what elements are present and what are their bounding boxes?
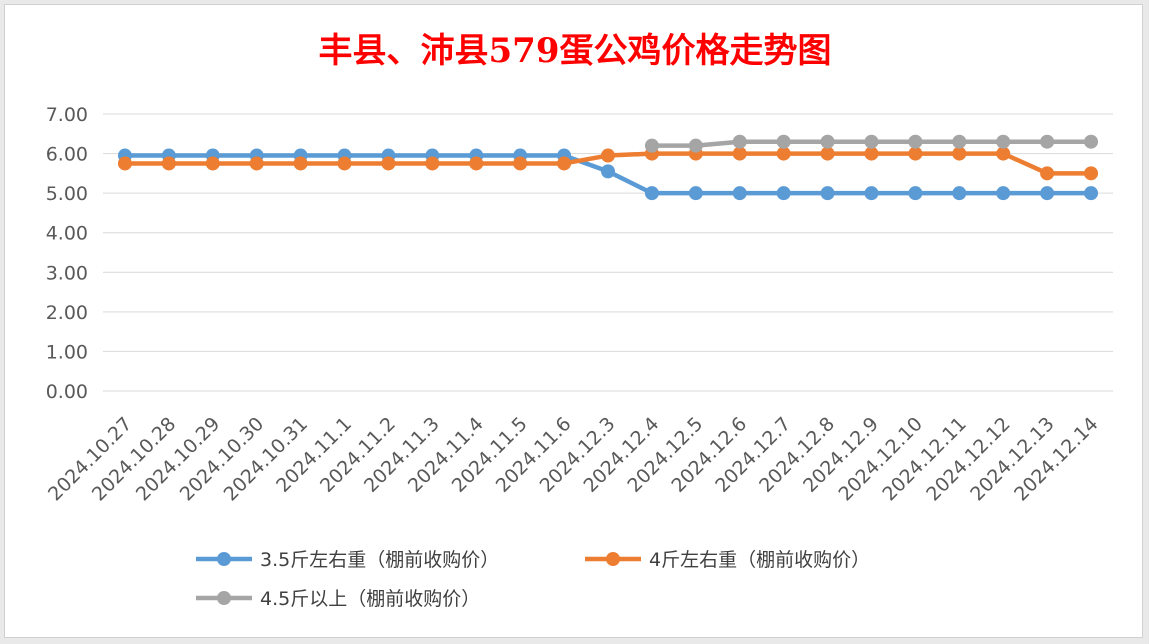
data-point: [601, 164, 615, 179]
chart-title: 丰县、沛县579蛋公鸡价格走势图: [319, 31, 832, 71]
data-point: [688, 186, 703, 201]
data-point: [864, 146, 879, 161]
legend-label: 4.5斤以上（棚前收购价）: [260, 588, 480, 610]
legend-marker: [606, 552, 620, 566]
y-tick-label: 7.00: [46, 104, 88, 126]
data-point: [908, 134, 923, 149]
data-point: [381, 156, 396, 171]
y-tick-label: 1.00: [46, 341, 88, 363]
data-point: [249, 156, 264, 171]
data-point: [864, 134, 879, 149]
data-point: [820, 146, 835, 161]
y-tick-label: 5.00: [46, 183, 88, 205]
series-group: [117, 134, 1099, 201]
data-point: [1040, 134, 1055, 149]
data-point: [908, 146, 923, 161]
data-point: [820, 186, 835, 201]
data-point: [952, 134, 967, 149]
data-point: [908, 186, 923, 201]
legend-label: 4斤左右重（棚前收购价）: [649, 549, 870, 571]
y-tick-label: 0.00: [46, 381, 88, 403]
data-point: [688, 138, 703, 153]
data-point: [117, 156, 132, 171]
y-tick-label: 6.00: [46, 144, 88, 166]
y-tick-label: 2.00: [46, 302, 88, 324]
data-point: [513, 156, 528, 171]
data-point: [1084, 134, 1099, 149]
data-point: [952, 186, 967, 201]
data-point: [337, 156, 352, 171]
data-point: [557, 156, 572, 171]
data-point: [820, 134, 835, 149]
data-point: [644, 138, 659, 153]
data-point: [776, 146, 791, 161]
y-axis-ticks: 0.00 1.00 2.00 3.00 4.00 5.00 6.00 7.00: [46, 104, 88, 403]
data-point: [732, 134, 747, 149]
legend-item: 3.5斤左右重（棚前收购价）: [196, 549, 499, 571]
data-point: [776, 134, 791, 149]
data-point: [644, 186, 659, 201]
x-axis-ticks: 2024.10.272024.10.282024.10.292024.10.30…: [44, 413, 1103, 505]
legend-label: 3.5斤左右重（棚前收购价）: [260, 549, 499, 571]
data-point: [732, 186, 747, 201]
series-3: [644, 134, 1099, 153]
data-point: [732, 146, 747, 161]
data-point: [1084, 166, 1099, 181]
chart-frame: [4, 4, 1143, 638]
data-point: [996, 134, 1011, 149]
data-point: [161, 156, 176, 171]
data-point: [776, 186, 791, 201]
data-point: [864, 186, 879, 201]
data-point: [469, 156, 484, 171]
data-point: [601, 148, 615, 163]
data-point: [293, 156, 308, 171]
data-point: [425, 156, 440, 171]
legend-marker: [217, 552, 231, 566]
legend-item: 4.5斤以上（棚前收购价）: [196, 588, 480, 610]
data-point: [205, 156, 220, 171]
y-tick-label: 3.00: [46, 262, 88, 284]
data-point: [952, 146, 967, 161]
data-point: [1040, 186, 1055, 201]
data-point: [1040, 166, 1055, 181]
legend-item: 4斤左右重（棚前收购价）: [585, 549, 870, 571]
y-tick-label: 4.00: [46, 223, 88, 245]
data-point: [996, 146, 1011, 161]
legend: 3.5斤左右重（棚前收购价） 4斤左右重（棚前收购价） 4.5斤以上（棚前收购价）: [196, 549, 870, 610]
legend-marker: [217, 591, 231, 605]
data-point: [1084, 186, 1099, 201]
data-point: [996, 186, 1011, 201]
